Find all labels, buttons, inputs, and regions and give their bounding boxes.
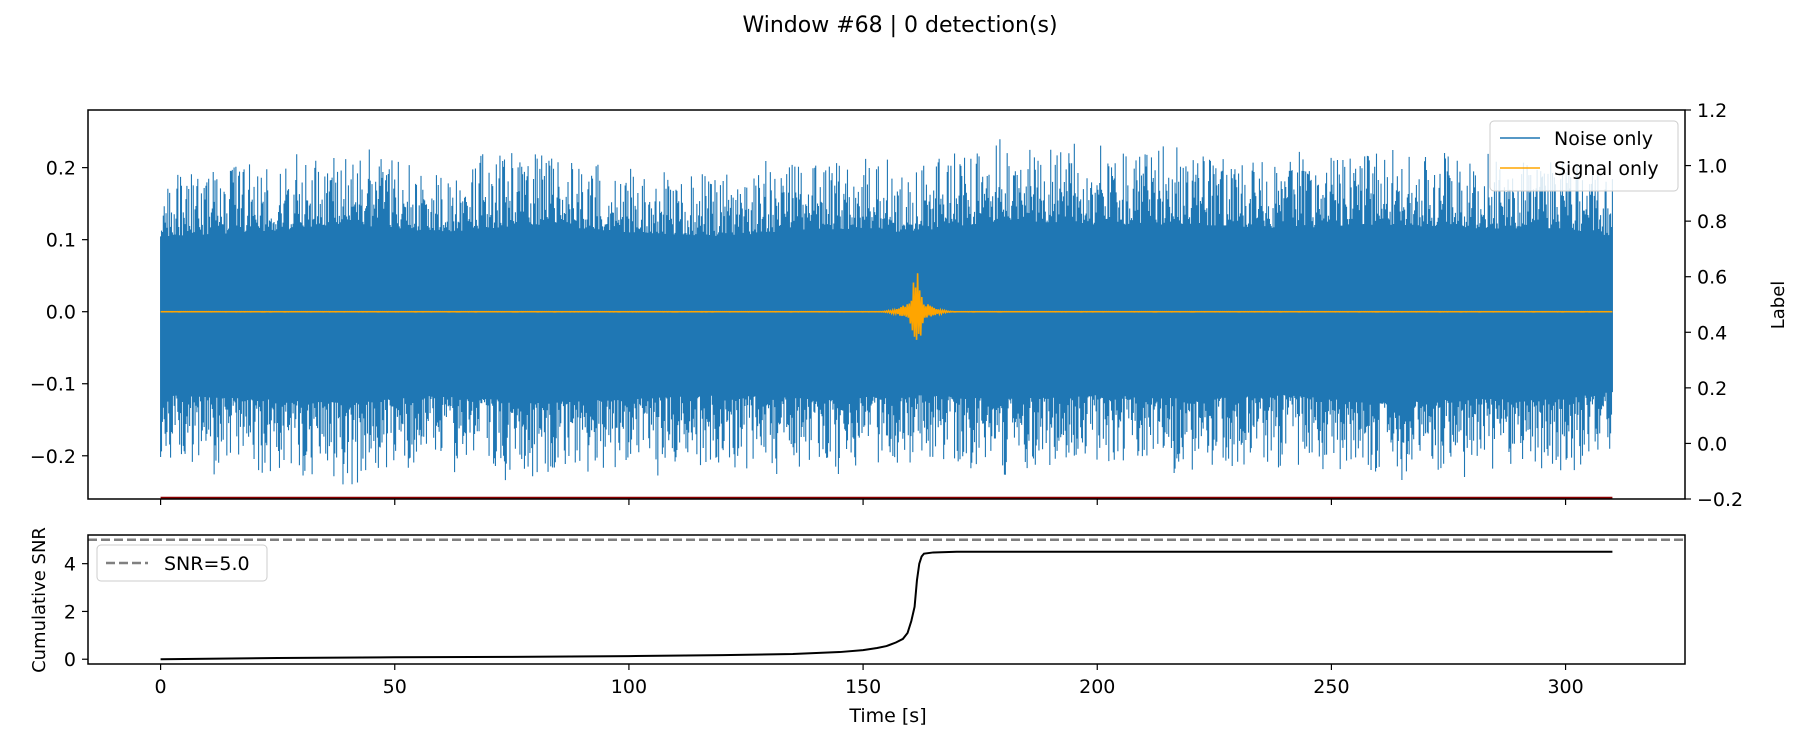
- waveform-y2-tick-label: 0.4: [1697, 322, 1727, 344]
- snr-axes-frame: [87, 534, 1686, 665]
- snr-x-tick-label: 0: [155, 676, 167, 698]
- waveform-y-tick-label: −0.2: [30, 446, 76, 468]
- waveform-y-ticks: −0.2 −0.1 0.0 0.1 0.2: [30, 158, 88, 468]
- waveform-y2-tick-label: 0.6: [1697, 267, 1727, 289]
- waveform-y2-tick-label: −0.2: [1697, 489, 1743, 511]
- snr-y-tick-label: 4: [64, 554, 76, 576]
- figure-title: Window #68 | 0 detection(s): [742, 13, 1057, 38]
- waveform-legend: Noise only Signal only: [1489, 120, 1679, 192]
- waveform-y-tick-label: 0.1: [46, 230, 76, 252]
- waveform-y2-tick-label: 0.0: [1697, 433, 1727, 455]
- noise-only-series: [160, 139, 1613, 485]
- snr-x-tick-label: 250: [1313, 676, 1349, 698]
- waveform-y-tick-label: −0.1: [30, 374, 76, 396]
- snr-panel: 0 50 100 150 200 250 300 0 2 4 Cumulative SNR Ti…: [29, 527, 1686, 727]
- waveform-panel: −0.2 −0.1 0.0 0.1 0.2 −0.2 0.0 0.2 0.4 0.6 0.8 1.0…: [30, 100, 1789, 511]
- waveform-y2-tick-label: 1.0: [1697, 156, 1727, 178]
- snr-x-tick-label: 150: [845, 676, 881, 698]
- snr-y-ticks: 0 2 4: [64, 554, 88, 671]
- snr-legend-box: [96, 544, 268, 582]
- snr-y-axis-label: Cumulative SNR: [29, 527, 50, 673]
- legend-signal-label: Signal only: [1554, 158, 1659, 180]
- snr-y-tick-label: 2: [64, 601, 76, 623]
- waveform-y2-tick-label: 0.2: [1697, 378, 1727, 400]
- snr-x-ticks: 0 50 100 150 200 250 300: [155, 664, 1584, 698]
- snr-x-tick-label: 300: [1547, 676, 1583, 698]
- waveform-y2-tick-label: 0.8: [1697, 211, 1727, 233]
- waveform-y2-tick-label: 1.2: [1697, 100, 1727, 122]
- waveform-y-tick-label: 0.0: [46, 302, 76, 324]
- snr-x-tick-label: 200: [1079, 676, 1115, 698]
- waveform-y2-axis-label: Label: [1768, 281, 1789, 330]
- snr-x-axis-label: Time [s]: [848, 705, 926, 727]
- legend-noise-label: Noise only: [1554, 128, 1653, 150]
- snr-x-tick-label: 100: [611, 676, 647, 698]
- signal-only-series: [160, 273, 1613, 340]
- waveform-axes-frame: [87, 109, 1686, 500]
- snr-plot-area: [88, 538, 1685, 661]
- snr-y-tick-label: 0: [64, 649, 76, 671]
- waveform-y2-ticks: −0.2 0.0 0.2 0.4 0.6 0.8 1.0 1.2: [1685, 100, 1743, 511]
- cumulative-snr-series: [160, 550, 1613, 661]
- waveform-x-ticks: [159, 499, 1567, 505]
- waveform-plot-area: [160, 139, 1613, 500]
- snr-legend: SNR=5.0: [96, 544, 268, 582]
- waveform-y-tick-label: 0.2: [46, 158, 76, 180]
- snr-x-tick-label: 50: [383, 676, 407, 698]
- legend-threshold-label: SNR=5.0: [164, 553, 250, 575]
